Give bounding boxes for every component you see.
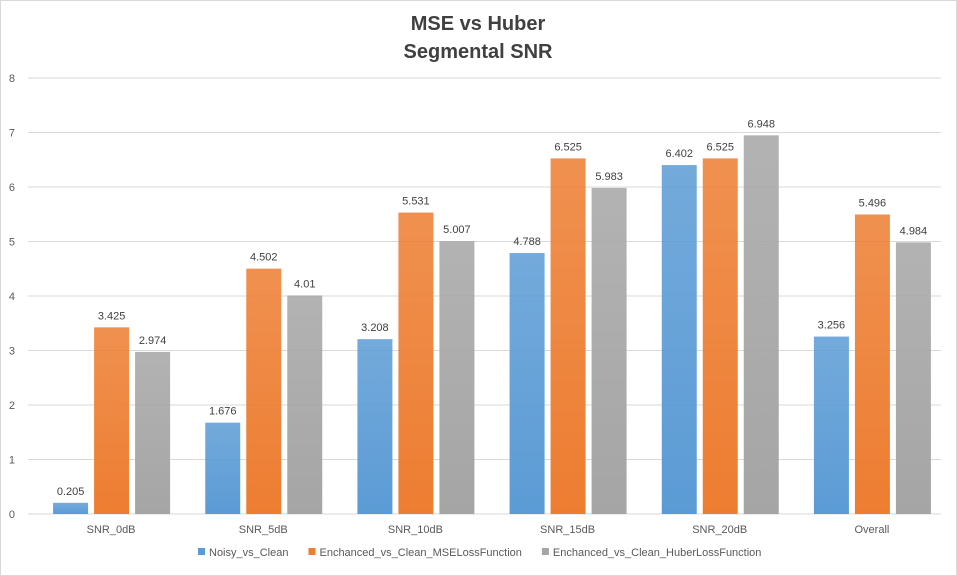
bar-1-3	[550, 158, 586, 514]
legend-label: Enchanced_vs_Clean_HuberLossFunction	[553, 547, 762, 559]
bar-2-2	[439, 241, 475, 514]
chart-title: MSE vs Huber	[411, 13, 546, 35]
bar-2-3	[591, 187, 627, 514]
bar-1-4	[702, 158, 738, 514]
bar-1-5	[854, 214, 890, 514]
x-tick-label: Overall	[854, 524, 889, 536]
bar-2-1	[287, 295, 323, 514]
bar-2-4	[743, 135, 779, 515]
y-tick-label: 6	[9, 182, 15, 194]
legend: Noisy_vs_Clean Enchanced_vs_Clean_MSELoss…	[198, 547, 761, 559]
data-label: 3.256	[818, 320, 846, 332]
x-tick-label: SNR_0dB	[87, 524, 136, 536]
y-tick-label: 2	[9, 400, 15, 412]
x-tick-label: SNR_15dB	[540, 524, 595, 536]
bar-2-0	[135, 351, 171, 514]
data-label: 6.525	[554, 141, 582, 153]
data-label: 1.676	[209, 406, 237, 418]
legend-label: Noisy_vs_Clean	[209, 547, 288, 559]
data-label: 6.525	[706, 141, 734, 153]
x-axis-ticks: SNR_0dB SNR_5dB SNR_10dB SNR_15dB SNR_20dB Ov…	[87, 524, 890, 536]
data-label: 5.007	[443, 224, 471, 236]
x-tick-label: SNR_20dB	[692, 524, 747, 536]
y-tick-label: 8	[9, 73, 15, 85]
y-tick-label: 1	[9, 455, 15, 467]
y-tick-label: 4	[9, 291, 15, 303]
bar-1-0	[94, 327, 130, 514]
x-tick-label: SNR_10dB	[388, 524, 443, 536]
data-label: 3.425	[98, 310, 126, 322]
bar-1-1	[246, 268, 282, 514]
y-tick-label: 3	[9, 346, 15, 358]
data-label: 2.974	[139, 335, 167, 347]
bar-0-4	[661, 165, 697, 514]
data-label: 6.948	[747, 118, 775, 130]
bar-0-1	[205, 422, 241, 514]
data-label: 5.496	[859, 197, 887, 209]
bar-1-2	[398, 212, 434, 515]
data-label: 3.208	[361, 322, 389, 334]
bar-0-0	[53, 502, 89, 514]
y-tick-label: 5	[9, 237, 15, 249]
data-label: 5.983	[595, 171, 623, 183]
data-label: 4.788	[513, 236, 541, 248]
legend-swatch	[308, 548, 316, 555]
bar-0-2	[357, 339, 393, 514]
y-axis-ticks: 0 1 2 3 4 5 6 7 8	[9, 73, 15, 521]
x-tick-label: SNR_5dB	[239, 524, 288, 536]
data-label: 4.01	[294, 278, 315, 290]
legend-swatch	[541, 548, 549, 555]
bar-2-5	[895, 242, 931, 514]
bars	[53, 135, 931, 515]
data-label: 4.502	[250, 252, 278, 264]
gridlines	[28, 77, 941, 515]
legend-label: Enchanced_vs_Clean_MSELossFunction	[319, 547, 521, 559]
y-tick-label: 7	[9, 128, 15, 140]
data-labels: 0.205 3.425 2.974 1.676 4.502 4.01 3.208 5.531 5…	[57, 118, 927, 497]
data-label: 4.984	[900, 225, 928, 237]
data-label: 6.402	[665, 148, 693, 160]
y-tick-label: 0	[9, 509, 15, 521]
bar-0-5	[813, 336, 849, 514]
data-label: 5.531	[402, 196, 430, 208]
bar-0-3	[509, 253, 545, 514]
chart-subtitle: Segmental SNR	[404, 41, 553, 63]
legend-swatch	[198, 548, 205, 555]
data-label: 0.205	[57, 486, 85, 498]
